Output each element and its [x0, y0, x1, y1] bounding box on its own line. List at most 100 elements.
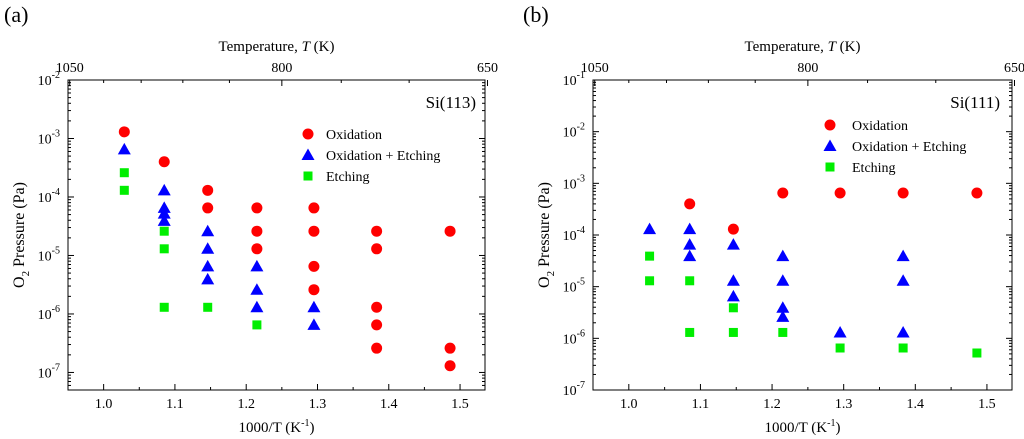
- panel-label: (b): [523, 2, 549, 27]
- top-tick-label: 800: [797, 61, 818, 76]
- top-tick-label: 1050: [56, 61, 84, 76]
- data-point-triangle: [157, 207, 171, 219]
- data-point-triangle: [683, 249, 697, 262]
- data-point-square: [119, 185, 129, 195]
- data-point-triangle: [201, 272, 215, 285]
- data-point-square: [203, 302, 213, 312]
- x-tick-label: 1.2: [237, 397, 255, 412]
- data-point-circle: [444, 225, 456, 237]
- data-point-triangle: [683, 222, 697, 235]
- y-tick-base: 10: [38, 249, 52, 264]
- y-axis-title-text: O: [536, 276, 553, 288]
- y-axis-title-sub: 2: [545, 271, 557, 277]
- data-point-circle: [897, 187, 909, 199]
- plot-frame: [592, 79, 1013, 391]
- data-point-circle: [158, 156, 170, 168]
- top-axis-title: Temperature, T (K): [219, 39, 335, 55]
- y-tick-label: 10-5: [563, 277, 585, 296]
- y-tick-base: 10: [563, 177, 577, 192]
- y-tick-exponent: -2: [577, 122, 585, 133]
- data-point-triangle: [776, 249, 790, 262]
- data-point-square: [645, 251, 655, 261]
- y-tick-label: 10-2: [563, 122, 585, 141]
- x-axis-title-text: 1000/T (K: [239, 420, 302, 436]
- top-axis-title-text: Temperature,: [219, 39, 302, 55]
- data-point-triangle: [683, 238, 697, 250]
- x-axis-title: 1000/T (K-1): [765, 418, 841, 436]
- data-point-circle: [444, 342, 456, 354]
- data-point-circle: [308, 202, 320, 214]
- data-point-square: [159, 244, 169, 254]
- x-axis-title: 1000/T (K-1): [239, 418, 315, 436]
- y-tick-exponent: -5: [577, 277, 585, 288]
- top-axis-title-unit: (K): [310, 39, 335, 55]
- data-point-circle: [202, 202, 214, 214]
- data-point-triangle: [776, 310, 790, 322]
- x-axis-title-sup: -1: [301, 418, 309, 429]
- data-point-square: [972, 348, 982, 358]
- y-axis-title-end: Pressure (Pa): [11, 182, 28, 271]
- legend-label: Oxidation + Etching: [326, 149, 440, 164]
- y-tick-exponent: -7: [577, 380, 585, 391]
- y-tick-exponent: -3: [577, 173, 585, 184]
- data-point-square: [119, 168, 129, 178]
- legend-marker-square: [303, 171, 313, 181]
- x-tick-label: 1.5: [978, 397, 996, 412]
- data-point-circle: [777, 187, 789, 199]
- y-tick-label: 10-3: [563, 173, 585, 192]
- series-oxidation: [684, 187, 983, 235]
- data-point-triangle: [896, 274, 910, 286]
- data-point-triangle: [776, 301, 790, 313]
- series-oxidation-etching: [643, 222, 910, 338]
- y-tick-base: 10: [38, 366, 52, 381]
- data-point-square: [159, 226, 169, 236]
- legend-label: Etching: [852, 161, 896, 176]
- data-point-triangle: [307, 318, 321, 330]
- data-point-triangle: [201, 242, 215, 254]
- data-point-triangle: [117, 142, 131, 155]
- top-tick-label: 650: [1004, 61, 1024, 76]
- data-point-circle: [308, 225, 320, 237]
- legend-marker-square: [825, 162, 835, 172]
- y-axis-title: O2 Pressure (Pa): [11, 182, 32, 288]
- series-oxidation-etching: [117, 142, 321, 330]
- y-tick-exponent: -1: [577, 70, 585, 81]
- y-axis-title-sub: 2: [20, 271, 32, 277]
- x-tick-label: 1.4: [380, 397, 398, 412]
- data-point-circle: [202, 184, 214, 196]
- y-tick-label: 10-7: [563, 380, 585, 399]
- top-tick-label: 1050: [581, 61, 609, 76]
- data-point-circle: [251, 202, 263, 214]
- top-tick-label: 650: [477, 61, 498, 76]
- data-point-circle: [444, 360, 456, 372]
- y-tick-exponent: -3: [52, 128, 60, 139]
- data-point-circle: [684, 198, 696, 210]
- data-point-square: [835, 343, 845, 353]
- series-etching: [119, 168, 262, 330]
- sample-annotation: Si(113): [426, 93, 476, 112]
- data-point-triangle: [776, 274, 790, 286]
- y-tick-label: 10-4: [563, 225, 585, 244]
- data-point-circle: [371, 301, 383, 313]
- legend-label: Oxidation + Etching: [852, 140, 966, 155]
- data-point-square: [685, 327, 695, 337]
- data-point-triangle: [157, 214, 171, 226]
- y-tick-label: 10-2: [38, 70, 60, 89]
- x-tick-label: 1.2: [763, 397, 781, 412]
- data-point-triangle: [201, 224, 215, 237]
- data-point-triangle: [201, 259, 215, 272]
- data-point-triangle: [307, 300, 321, 313]
- y-tick-exponent: -4: [577, 225, 585, 236]
- legend-label: Oxidation: [852, 119, 908, 134]
- legend-label: Etching: [326, 170, 370, 185]
- y-tick-base: 10: [38, 308, 52, 323]
- y-tick-base: 10: [563, 281, 577, 296]
- y-tick-exponent: -6: [52, 304, 60, 315]
- plot-frame: [67, 79, 486, 391]
- y-tick-label: 10-5: [38, 245, 60, 264]
- series-oxidation: [118, 126, 456, 372]
- data-point-circle: [371, 319, 383, 331]
